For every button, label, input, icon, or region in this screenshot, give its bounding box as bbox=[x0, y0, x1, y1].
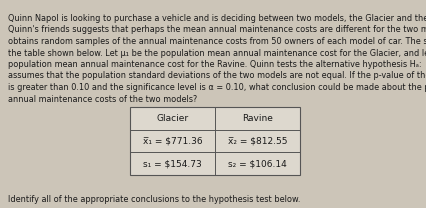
Text: population mean annual maintenance cost for the Ravine. Quinn tests the alternat: population mean annual maintenance cost … bbox=[8, 60, 426, 69]
Text: assumes that the population standard deviations of the two models are not equal.: assumes that the population standard dev… bbox=[8, 72, 426, 80]
Text: the table shown below. Let μ₁ be the population mean annual maintenance cost for: the table shown below. Let μ₁ be the pop… bbox=[8, 48, 426, 57]
Text: Identify all of the appropriate conclusions to the hypothesis test below.: Identify all of the appropriate conclusi… bbox=[8, 195, 300, 204]
Text: Glacier: Glacier bbox=[156, 114, 189, 123]
Text: Ravine: Ravine bbox=[242, 114, 273, 123]
Text: s₁ = $154.73: s₁ = $154.73 bbox=[143, 159, 202, 168]
Text: annual maintenance costs of the two models?: annual maintenance costs of the two mode… bbox=[8, 94, 197, 104]
Text: Quinn Napol is looking to purchase a vehicle and is deciding between two models,: Quinn Napol is looking to purchase a veh… bbox=[8, 14, 426, 23]
Text: x̅₁ = $771.36: x̅₁ = $771.36 bbox=[143, 136, 202, 146]
Text: s₂ = $106.14: s₂ = $106.14 bbox=[228, 159, 287, 168]
Text: is greater than 0.10 and the significance level is α = 0.10, what conclusion cou: is greater than 0.10 and the significanc… bbox=[8, 83, 426, 92]
Text: x̅₂ = $812.55: x̅₂ = $812.55 bbox=[228, 136, 287, 146]
Text: obtains random samples of the annual maintenance costs from 50 owners of each mo: obtains random samples of the annual mai… bbox=[8, 37, 426, 46]
Text: Quinn's friends suggests that perhaps the mean annual maintenance costs are diff: Quinn's friends suggests that perhaps th… bbox=[8, 26, 426, 35]
